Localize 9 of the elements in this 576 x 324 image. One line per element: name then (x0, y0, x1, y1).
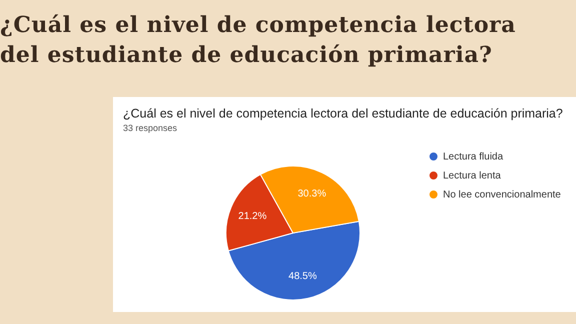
text: 33 responses (123, 123, 178, 133)
legend-label: Lectura fluida (443, 152, 504, 162)
data-label: 48.5% (288, 270, 317, 282)
data-label: 30.3% (298, 188, 326, 200)
legend-label: No lee convencionalmente (443, 190, 562, 200)
data-label: 21.2% (238, 210, 267, 222)
chart-subtitle: ¿Cuál es el nivel de competencia lectora del estudiante de educación primaria? (123, 106, 563, 120)
chart-title: ¿Cuál es el nivel de competencia lectora del estudiante de educación primaria? (0, 11, 517, 70)
legend-label: Lectura lenta (443, 170, 502, 182)
